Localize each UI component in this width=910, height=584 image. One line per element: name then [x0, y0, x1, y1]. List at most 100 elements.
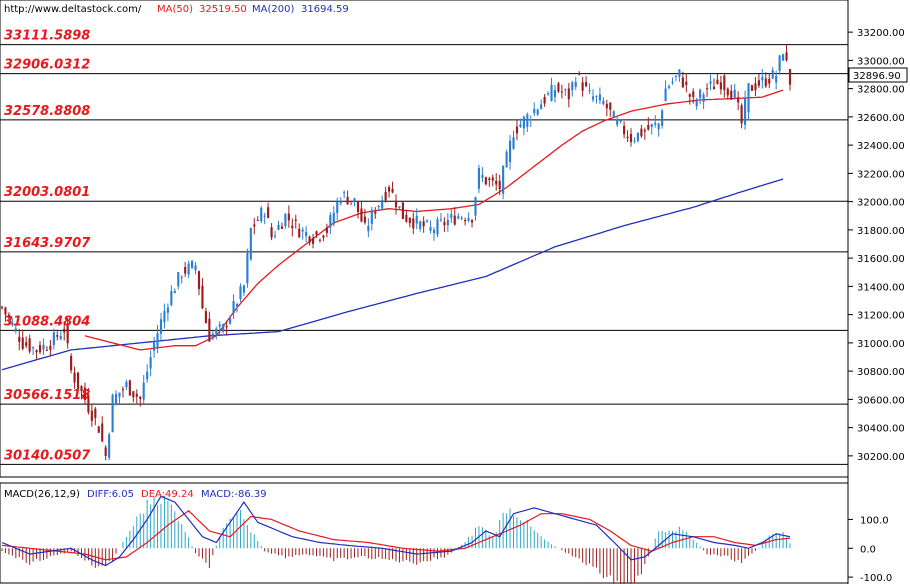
candle-body	[32, 347, 35, 349]
candle-body	[567, 88, 570, 100]
candle-body	[764, 78, 767, 87]
candle-body	[260, 207, 263, 222]
candle-body	[270, 227, 273, 238]
candle-body	[612, 111, 615, 118]
candle-body	[522, 116, 525, 129]
candle-body	[66, 324, 69, 344]
candle-body	[152, 342, 156, 351]
price-tick-label: 31800.00	[857, 226, 905, 237]
candle-body	[225, 325, 228, 328]
candle-body	[94, 408, 97, 419]
candle-body	[685, 81, 688, 85]
candle-body	[688, 94, 691, 97]
candle-body	[360, 208, 363, 222]
candle-body	[315, 231, 318, 235]
candle-body	[678, 69, 681, 77]
candle-body	[657, 123, 660, 130]
candle-body	[104, 447, 107, 456]
candle-body	[339, 200, 342, 204]
candle-body	[211, 333, 214, 339]
candle-body	[125, 381, 128, 388]
candle-body	[239, 286, 242, 300]
candle-body	[384, 192, 387, 201]
macd-value-readout: MACD:-86.39	[201, 489, 267, 500]
price-tick-label: 33200.00	[857, 28, 905, 39]
candle-body	[443, 221, 446, 226]
candle-body	[664, 88, 667, 102]
candle-body	[367, 225, 370, 232]
candle-body	[218, 324, 221, 327]
candle-body	[495, 180, 498, 185]
candle-body	[59, 335, 62, 340]
candle-body	[546, 93, 550, 95]
candle-body	[467, 218, 470, 221]
candle-body	[553, 89, 557, 98]
ma50-line	[84, 89, 784, 351]
level-label: 31088.4804	[4, 314, 90, 329]
candle-body	[533, 108, 536, 114]
candle-body	[349, 200, 353, 202]
candle-body	[163, 311, 166, 323]
candle-body	[14, 328, 17, 330]
candle-body	[705, 88, 709, 90]
price-tick-label: 30800.00	[857, 367, 905, 378]
candle-body	[422, 221, 425, 227]
candle-body	[101, 423, 104, 442]
candle-body	[654, 122, 657, 125]
price-panel-frame	[0, 0, 849, 478]
candle-body	[180, 277, 183, 279]
candle-body	[695, 99, 698, 107]
candle-body	[159, 319, 163, 334]
candle-body	[284, 213, 287, 227]
price-tick-label: 30600.00	[857, 395, 905, 406]
level-label: 31643.9707	[4, 236, 91, 251]
candle-body	[581, 82, 584, 91]
candle-body	[356, 200, 360, 212]
candle-body	[208, 318, 211, 342]
candle-body	[785, 52, 788, 61]
candle-body	[730, 90, 733, 100]
candle-body	[135, 393, 138, 397]
candle-body	[346, 196, 349, 205]
candle-body	[667, 86, 671, 89]
candle-body	[750, 85, 754, 91]
candle-body	[609, 102, 612, 110]
candle-body	[0, 306, 4, 308]
level-lines	[0, 44, 848, 465]
candle-body	[394, 200, 398, 208]
candle-body	[139, 396, 142, 399]
price-tick-label: 32000.00	[857, 198, 905, 209]
macd-series	[1, 495, 791, 584]
candle-body	[294, 219, 297, 221]
candle-body	[291, 225, 294, 228]
candle-body	[526, 114, 529, 127]
candle-body	[156, 333, 159, 349]
candle-body	[28, 338, 31, 352]
candle-body	[775, 75, 778, 83]
candle-body	[318, 239, 322, 241]
candle-body	[650, 124, 653, 128]
candle-body	[512, 137, 515, 149]
candle-body	[578, 73, 581, 75]
price-tick-label: 32400.00	[857, 141, 905, 152]
current-price-tag	[848, 67, 908, 83]
candle-body	[661, 110, 664, 126]
candle-body	[187, 263, 190, 275]
price-tick-label: 31200.00	[857, 311, 905, 322]
candle-body	[778, 55, 781, 71]
candle-body	[709, 81, 712, 84]
candle-body	[70, 355, 73, 371]
candles	[0, 44, 792, 461]
macd-params: MACD(26,12,9)	[4, 489, 80, 500]
candle-body	[197, 271, 201, 290]
candle-body	[460, 217, 463, 219]
candle-body	[643, 129, 646, 132]
candle-body	[232, 301, 235, 314]
candle-body	[381, 199, 384, 209]
candle-body	[782, 54, 785, 61]
candle-body	[325, 227, 328, 233]
candle-body	[692, 91, 695, 97]
price-tick-label: 32600.00	[857, 113, 905, 124]
candle-body	[702, 94, 705, 102]
